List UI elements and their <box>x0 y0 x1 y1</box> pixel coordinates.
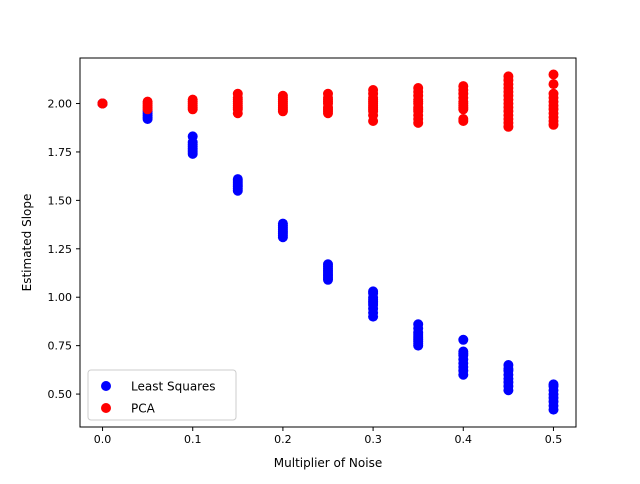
least-squares-point <box>368 286 379 297</box>
y-tick-label: 1.00 <box>48 291 73 304</box>
pca-point <box>187 94 198 105</box>
x-tick-label: 0.5 <box>545 433 563 446</box>
x-tick-label: 0.0 <box>94 433 112 446</box>
least-squares-point <box>503 360 514 370</box>
pca-point <box>503 71 514 82</box>
y-tick-label: 1.25 <box>48 243 73 256</box>
least-squares-point <box>187 131 198 142</box>
pca-point <box>142 96 153 107</box>
y-tick-label: 1.50 <box>48 194 73 207</box>
y-tick-label: 0.75 <box>48 340 73 353</box>
pca-point <box>413 83 424 93</box>
pca-point <box>323 88 333 99</box>
plot-frame <box>79 57 577 428</box>
legend-box <box>87 369 237 421</box>
x-tick-label: 0.1 <box>184 433 202 446</box>
pca-point <box>458 81 469 92</box>
y-tick-label: 1.75 <box>48 146 73 159</box>
pca-point <box>548 88 559 99</box>
y-axis-ticks: 0.50 0.75 1.00 1.25 1.50 1.75 2.00 <box>48 98 80 401</box>
pca-point <box>458 114 469 124</box>
pca-point <box>548 69 559 80</box>
y-tick-label: 0.50 <box>48 388 73 401</box>
legend-marker-least-squares <box>101 381 111 391</box>
x-tick-label: 0.2 <box>274 433 292 446</box>
y-axis-label: Estimated Slope <box>20 194 34 292</box>
points-layer <box>97 69 559 415</box>
x-axis-label: Multiplier of Noise <box>274 456 382 470</box>
pca-point <box>97 98 108 109</box>
legend-marker-pca <box>101 403 111 413</box>
pca-point <box>232 88 243 99</box>
pca-point <box>277 90 288 101</box>
x-tick-label: 0.4 <box>455 433 473 446</box>
pca-point <box>548 79 559 90</box>
least-squares-point <box>323 259 333 270</box>
least-squares-point <box>277 218 288 229</box>
legend-label-least-squares: Least Squares <box>131 380 215 394</box>
pca-point <box>368 85 379 95</box>
legend-label-pca: PCA <box>131 402 156 416</box>
legend: Least Squares PCA <box>87 369 237 421</box>
least-squares-point <box>413 319 424 330</box>
least-squares-point <box>232 174 243 185</box>
x-tick-label: 0.3 <box>364 433 382 446</box>
least-squares-point <box>458 346 469 357</box>
least-squares-point <box>548 379 559 390</box>
x-axis-ticks: 0.0 0.1 0.2 0.3 0.4 0.5 <box>94 427 562 446</box>
least-squares-point <box>458 334 469 345</box>
y-tick-label: 2.00 <box>48 98 73 111</box>
